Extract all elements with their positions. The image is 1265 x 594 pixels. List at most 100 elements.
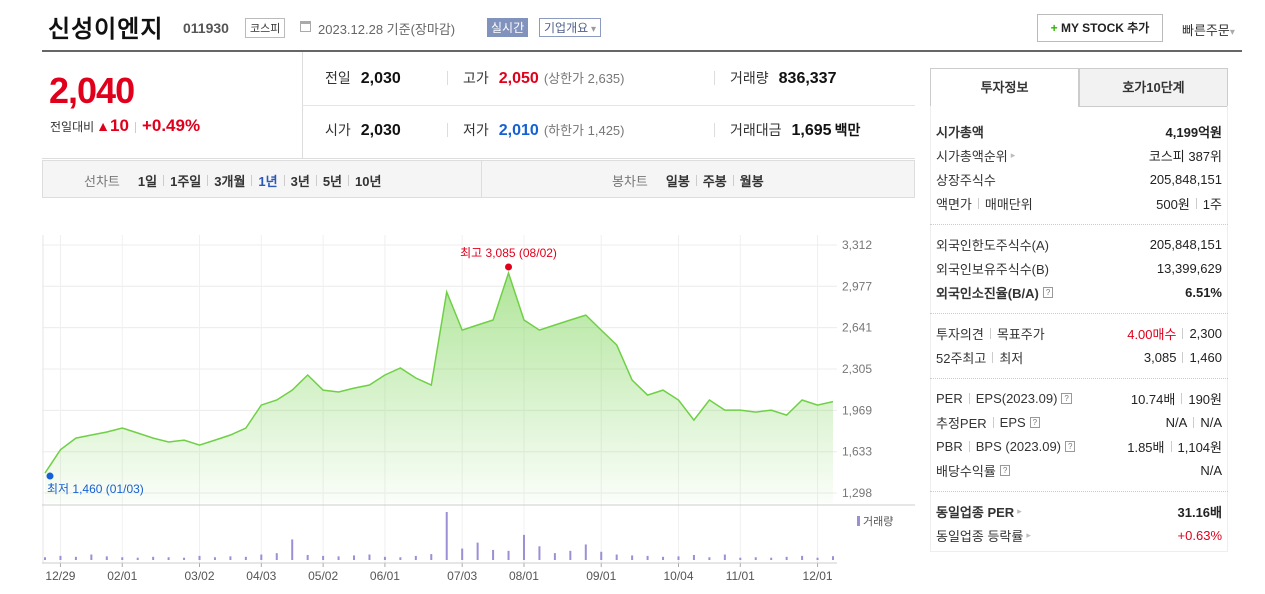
info-label: PBR BPS (2023.09)? — [936, 437, 1076, 456]
period-tab[interactable]: 10년 — [355, 174, 382, 189]
info-label-text: 동일업종 PER — [936, 505, 1015, 520]
icon: ▾ — [1229, 27, 1235, 38]
sep — [348, 175, 350, 186]
info-label-text: 추정PER — [936, 416, 987, 431]
info-label-text: 52주최고 — [936, 351, 987, 366]
info-value-text: 3,085 — [1143, 350, 1177, 365]
info-label-text: 시가총액순위 — [936, 149, 1008, 164]
invest-tab[interactable]: 호가10단계 — [1079, 68, 1228, 107]
y-tick-label: 2,305 — [842, 362, 872, 376]
info-value-text: 2,300 — [1189, 326, 1222, 341]
period-group: 선차트 1일 1주일 3개월 1년 3년 5년 10년 — [84, 171, 381, 190]
mystock-text: MY STOCK 추가 — [1061, 21, 1150, 35]
volume-bar — [816, 557, 819, 560]
volume-bar — [615, 554, 618, 560]
icon: ▸ — [1026, 530, 1031, 540]
price-change: 전일대비 ▲10 +0.49% — [50, 116, 200, 136]
volume-legend-swatch — [857, 516, 860, 526]
x-tick-label: 02/01 — [107, 569, 137, 583]
info-label-text: 동일업종 등락률 — [936, 529, 1024, 544]
sep — [1182, 352, 1184, 363]
stock-code: 011930 — [183, 20, 229, 36]
stat-cell: 전일 2,030 — [325, 68, 401, 88]
volume-bar — [260, 554, 263, 560]
info-value-text: 1주 — [1202, 197, 1222, 212]
price-chart: 3,312 2,977 2,641 2,305 1,969 1,633 1,298 12/29… — [42, 235, 915, 583]
stat-value: 1,695 — [791, 122, 832, 139]
sep — [207, 175, 209, 186]
info-value: N/A N/A — [1166, 413, 1222, 432]
volume-bar — [507, 550, 510, 560]
info-label: 52주최고 최저 — [936, 348, 1023, 367]
period-tab[interactable]: 3년 — [290, 174, 310, 189]
info-value: 1.85배 1,104원 — [1127, 437, 1222, 456]
info-value-text: 1,104원 — [1177, 440, 1223, 455]
icon: ▸ — [1010, 150, 1016, 160]
sep — [1170, 441, 1172, 452]
info-row: 52주최고 최저 3,085 1,460 — [936, 348, 1222, 367]
volume-bar — [692, 554, 695, 560]
period-tab[interactable]: 1년 — [258, 174, 278, 189]
volume-bar — [291, 539, 294, 560]
icon: ? — [1042, 287, 1054, 298]
info-label-text: 투자의견 — [936, 327, 984, 342]
invest-tab[interactable]: 투자정보 — [930, 68, 1079, 107]
volume-bar — [213, 557, 216, 560]
company-button[interactable]: 기업개요 ▾ — [539, 18, 601, 37]
info-value-text: 31.16배 — [1177, 505, 1223, 520]
x-tick-label: 12/29 — [45, 569, 75, 583]
mystock-button[interactable]: + MY STOCK 추가 — [1037, 14, 1163, 42]
info-value-text: N/A — [1200, 463, 1222, 478]
period-tab[interactable]: 3개월 — [214, 174, 246, 189]
info-value: 205,848,151 — [1150, 170, 1222, 189]
quick-order[interactable]: 빠른주문▾ — [1182, 20, 1235, 39]
stat-divider — [714, 123, 715, 137]
volume-bar — [353, 555, 356, 560]
info-value: N/A — [1200, 461, 1222, 480]
info-label: PER EPS(2023.09)? — [936, 389, 1072, 408]
info-value: 코스피 387위 — [1149, 146, 1222, 165]
sep — [134, 122, 136, 134]
info-value-text: N/A — [1165, 415, 1188, 430]
volume-bar — [461, 548, 464, 560]
volume-bar — [306, 554, 309, 560]
y-tick-label: 3,312 — [842, 238, 872, 252]
volume-bar — [553, 553, 556, 560]
period-tab[interactable]: 주봉 — [702, 174, 727, 189]
volume-bar — [646, 555, 649, 560]
volume-bar — [430, 554, 433, 560]
info-label-text: EPS(2023.09) — [975, 391, 1058, 406]
info-value: 4.00매수 2,300 — [1127, 324, 1222, 343]
info-label-text: BPS (2023.09) — [975, 439, 1062, 454]
volume-bar — [121, 557, 124, 560]
change-label: 전일대비 — [50, 120, 95, 134]
sep — [1193, 417, 1195, 428]
stat-cell: 고가 2,050 (상한가 2,635) — [463, 68, 625, 88]
period-tab[interactable]: 1일 — [137, 174, 158, 189]
sep — [1181, 393, 1183, 404]
volume-bar — [337, 556, 340, 560]
volume-bar — [584, 544, 587, 560]
info-row: 투자의견 목표주가 4.00매수 2,300 — [936, 324, 1222, 343]
volume-bar — [322, 555, 325, 560]
period-divider — [481, 161, 482, 197]
volume-bar — [538, 546, 541, 560]
stock-name: 신성이엔지 — [48, 16, 164, 43]
info-row: PER EPS(2023.09)? 10.74배 190원 — [936, 389, 1222, 408]
info-value: 13,399,629 — [1157, 259, 1222, 278]
icon: + — [1050, 21, 1061, 35]
period-tab[interactable]: 일봉 — [665, 174, 690, 189]
info-value: 10.74배 190원 — [1131, 389, 1222, 408]
info-label: 시가총액순위 ▸ — [936, 146, 1015, 165]
period-tab[interactable]: 1주일 — [170, 174, 202, 189]
period-tab[interactable]: 5년 — [322, 174, 343, 189]
info-value-text: 1.85배 — [1127, 440, 1165, 455]
stat-value: 2,010 — [498, 122, 539, 139]
icon: ▸ — [1017, 506, 1022, 516]
up-arrow: ▲ — [96, 118, 111, 134]
info-value: 3,085 1,460 — [1144, 348, 1222, 367]
info-value-text: 205,848,151 — [1149, 172, 1222, 187]
stat-value: 2,050 — [498, 70, 539, 87]
volume-bar — [631, 555, 634, 560]
period-tab[interactable]: 월봉 — [739, 174, 764, 189]
